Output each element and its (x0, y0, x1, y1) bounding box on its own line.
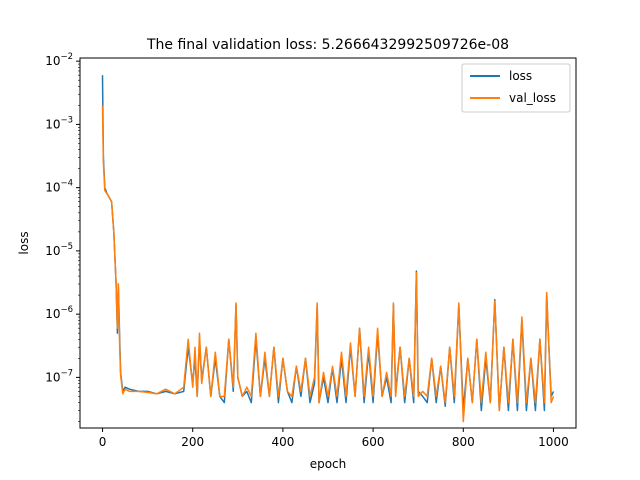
legend: loss val_loss (461, 63, 571, 113)
y-tick-base: 10 (45, 181, 60, 195)
y-tick-base: 10 (45, 370, 60, 384)
y-tick-label: 10−6 (45, 305, 73, 321)
y-tick-exponent: −7 (60, 368, 73, 378)
y-tick-label: 10−7 (45, 368, 73, 384)
y-axis-label: loss (17, 231, 31, 254)
series-line-val-loss (101, 105, 555, 423)
y-tick-label: 10−3 (45, 115, 73, 131)
x-tick-label: 800 (452, 435, 475, 449)
x-axis-label: epoch (310, 457, 347, 471)
y-tick-exponent: −5 (60, 242, 73, 252)
y-tick-base: 10 (45, 117, 60, 131)
legend-label-val-loss: val_loss (509, 91, 556, 105)
x-tick-label: 600 (362, 435, 385, 449)
y-tick-exponent: −2 (60, 52, 73, 62)
y-tick-exponent: −6 (60, 305, 73, 315)
chart-title: The final validation loss: 5.26664329925… (146, 37, 509, 53)
y-tick-label: 10−4 (45, 179, 73, 195)
y-tick-exponent: −3 (60, 115, 73, 125)
y-tick-base: 10 (45, 307, 60, 321)
legend-label-loss: loss (509, 69, 532, 83)
axes-frame (79, 57, 577, 429)
y-tick-exponent: −4 (60, 179, 73, 189)
x-tick-label: 0 (99, 435, 107, 449)
x-tick-label: 200 (181, 435, 204, 449)
y-tick-base: 10 (45, 244, 60, 258)
y-axis: 10−710−610−510−410−310−2 (45, 52, 80, 422)
series-layer (101, 75, 555, 423)
y-tick-label: 10−2 (45, 52, 73, 68)
y-tick-base: 10 (45, 54, 60, 68)
plot-area (79, 57, 577, 429)
x-tick-label: 1000 (538, 435, 569, 449)
x-axis: 0 200 400 600 800 1000 (99, 428, 569, 449)
y-tick-label: 10−5 (45, 242, 73, 258)
x-tick-label: 400 (271, 435, 294, 449)
